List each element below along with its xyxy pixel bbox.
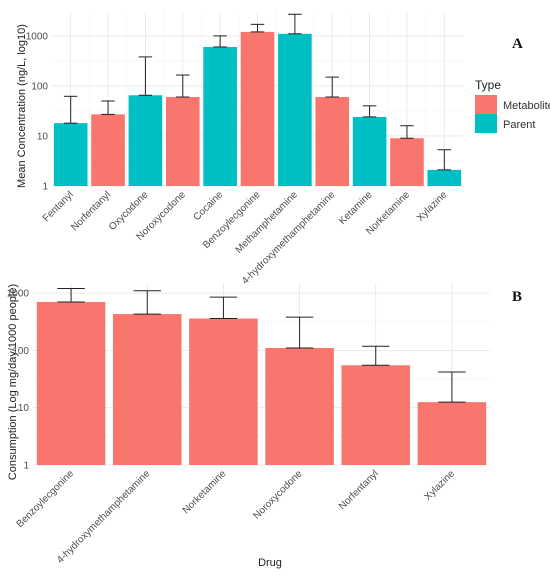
error-bar (176, 74, 190, 98)
y-tick-label: 1000 (26, 31, 49, 42)
panel-a-bar-noroxycodone (165, 97, 200, 186)
error-bar (138, 56, 153, 96)
legend-title: Type (475, 78, 501, 92)
y-tick-label: 1 (42, 182, 48, 193)
error-bar (213, 35, 227, 48)
panel-b-chart: Consumption (Log mg/day/1000 people) Dru… (7, 283, 522, 569)
panel-a-x-ticks: FentanylNorfentanylOxycodoneNoroxycodone… (41, 189, 450, 287)
panel-a-bar-fentanyl (53, 123, 88, 186)
panel-b-bars (36, 288, 487, 465)
error-bar (400, 125, 414, 139)
panel-a-bar-4-hydroxymethamphetamine (315, 97, 350, 186)
panel-a-tag: A (512, 36, 523, 52)
error-bar (57, 288, 85, 303)
error-bar (209, 296, 238, 320)
error-bar (133, 290, 161, 315)
x-tick-label: Methamphetamine (234, 189, 301, 256)
error-bar (438, 371, 466, 403)
y-tick-label: 10 (37, 131, 49, 142)
panel-b-bar-norfentanyl (341, 365, 411, 465)
x-tick-label: Cocaine (192, 189, 226, 223)
panel-a-y-ticks: 1 10 100 1000 (26, 31, 49, 192)
error-bar (325, 76, 339, 98)
x-tick-label: Fentanyl (41, 189, 76, 224)
x-tick-label: Norketamine (181, 468, 229, 516)
x-tick-label: Xylazine (423, 468, 458, 503)
y-tick-label: 1 (23, 461, 29, 472)
panel-b-bar-4-hydroxymethamphetamine (112, 314, 182, 465)
panel-a-bar-ketamine (352, 116, 387, 186)
error-bar (288, 13, 302, 35)
panel-b-x-axis-title: Drug (258, 557, 282, 569)
x-tick-label: Norfentanyl (69, 189, 113, 233)
legend-swatch-metabolite (475, 95, 497, 114)
panel-b-bar-benzoylecgonine (36, 301, 106, 465)
x-tick-label: Xylazine (415, 189, 450, 224)
legend-label-parent: Parent (503, 119, 535, 131)
legend-swatch-parent (475, 114, 497, 133)
panel-a-bars (53, 13, 462, 187)
error-bar (437, 149, 452, 171)
panel-b-tag: B (512, 289, 522, 305)
y-tick-label: 10 (18, 403, 30, 414)
y-tick-label: 1000 (7, 289, 30, 300)
x-tick-label: Benzoylecgonine (15, 468, 77, 530)
y-tick-label: 100 (31, 81, 48, 92)
panel-a-bar-methamphetamine (278, 33, 312, 186)
error-bar (63, 95, 78, 124)
panel-a-y-axis-title: Mean Concentration (ng/L, log10) (16, 24, 28, 188)
panel-a-bar-norketamine (390, 138, 424, 186)
error-bar (101, 100, 115, 115)
panel-a-chart: Mean Concentration (ng/L, log10) A 1 10 10… (16, 12, 550, 287)
panel-b-bar-noroxycodone (265, 348, 334, 465)
panel-b-bar-norketamine (189, 318, 258, 465)
error-bar (285, 316, 314, 349)
legend-label-metabolite: Metabolite (503, 100, 550, 112)
y-tick-label: 100 (12, 346, 29, 357)
panel-a-bar-xylazine (427, 169, 462, 186)
x-tick-label: Ketamine (337, 189, 375, 227)
panel-b-y-axis-title: Consumption (Log mg/day/1000 people) (7, 284, 19, 480)
error-bar (362, 105, 377, 118)
panel-a-bar-cocaine (203, 46, 237, 187)
panel-a-bar-norfentanyl (91, 114, 125, 186)
error-bar (250, 23, 265, 33)
error-bar (362, 345, 390, 366)
panel-a-legend: Type Metabolite Parent (475, 78, 550, 133)
x-tick-label: Norfentanyl (337, 468, 381, 512)
x-tick-label: Noroxycodone (251, 468, 305, 522)
panel-b-bar-xylazine (417, 402, 487, 465)
panel-a-bar-oxycodone (128, 95, 163, 186)
panel-a-bar-benzoylecgonine (240, 31, 275, 187)
panel-b-y-ticks: 1 10 100 1000 (7, 289, 30, 472)
